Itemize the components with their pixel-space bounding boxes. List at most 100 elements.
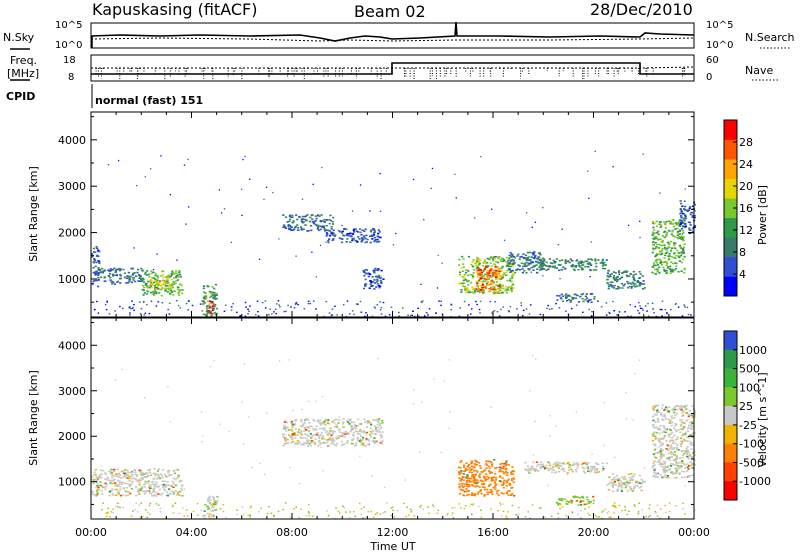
velocity-echo-cell xyxy=(367,421,370,423)
velocity-echo-cell xyxy=(120,477,123,479)
velocity-echo-cell xyxy=(164,483,167,486)
power-echo-cell xyxy=(676,230,679,233)
power-ground-cell xyxy=(637,309,639,312)
power-echo-cell xyxy=(462,266,465,268)
power-echo-cell xyxy=(656,231,659,234)
velocity-echo-cell xyxy=(458,493,462,495)
power-echo-cell xyxy=(652,232,655,235)
power-echo-cell xyxy=(471,288,474,290)
power-echo-cell xyxy=(577,268,580,271)
power-echo-cell xyxy=(621,287,624,289)
power-echo-cell xyxy=(343,228,346,230)
velocity-echo-cell xyxy=(658,461,661,463)
power-echo-cell xyxy=(171,271,174,273)
velocity-echo-cell xyxy=(635,480,638,482)
velocity-echo-cell xyxy=(570,465,573,467)
power-noise-cell xyxy=(133,247,135,249)
power-echo-cell xyxy=(472,277,475,279)
velocity-echo-cell xyxy=(661,463,664,465)
power-echo-cell xyxy=(543,258,546,261)
power-echo-cell xyxy=(578,261,581,263)
velocity-ground-cell xyxy=(107,512,109,514)
velocity-echo-cell xyxy=(584,462,587,464)
power-echo-cell xyxy=(580,267,584,269)
power-ground-cell xyxy=(114,310,116,312)
velocity-echo-cell xyxy=(662,425,665,427)
power-echo-cell xyxy=(663,221,666,223)
velocity-echo-cell xyxy=(660,454,663,456)
velocity-echo-cell xyxy=(148,468,151,471)
power-ground-cell xyxy=(307,300,310,302)
velocity-echo-cell xyxy=(379,423,382,425)
velocity-ground-cell xyxy=(506,517,508,519)
velocity-echo-cell xyxy=(680,405,683,407)
velocity-echo-cell xyxy=(335,436,338,439)
power-echo-cell xyxy=(318,215,321,217)
velocity-echo-cell xyxy=(502,486,505,489)
power-echo-cell xyxy=(171,286,174,289)
power-echo-cell xyxy=(306,214,309,216)
velocity-echo-cell xyxy=(325,431,328,434)
velocity-noise-cell xyxy=(575,411,577,413)
power-echo-cell xyxy=(575,259,579,261)
velocity-echo-cell xyxy=(642,481,645,483)
power-echo-cell xyxy=(471,286,474,288)
velocity-echo-cell xyxy=(136,480,140,483)
power-echo-cell xyxy=(548,265,552,267)
power-echo-cell xyxy=(373,240,376,243)
power-echo-cell xyxy=(477,289,480,291)
power-noise-cell xyxy=(180,276,182,278)
velocity-echo-cell xyxy=(108,479,111,482)
velocity-noise-cell xyxy=(404,479,406,481)
power-echo-cell xyxy=(376,241,379,243)
power-echo-cell xyxy=(667,229,671,232)
velocity-echo-cell xyxy=(299,431,302,434)
power-echo-cell xyxy=(543,268,546,270)
velocity-echo-cell xyxy=(528,467,531,470)
power-echo-cell xyxy=(379,276,383,279)
velocity-ground-cell xyxy=(446,512,449,515)
power-echo-cell xyxy=(370,285,373,287)
beam-label: Beam 02 xyxy=(354,2,426,21)
velocity-echo-cell xyxy=(571,470,574,473)
power-echo-cell xyxy=(652,241,655,243)
velocity-echo-cell xyxy=(668,436,671,438)
velocity-echo-cell xyxy=(680,450,684,453)
power-echo-cell xyxy=(576,294,579,297)
velocity-echo-cell xyxy=(321,436,324,439)
power-echo-cell xyxy=(493,273,496,276)
velocity-echo-cell xyxy=(285,421,289,424)
velocity-echo-cell xyxy=(141,486,144,488)
velocity-echo-cell xyxy=(286,442,289,445)
power-noise-cell xyxy=(559,278,561,280)
velocity-ground-cell xyxy=(649,515,651,517)
velocity-echo-cell xyxy=(675,448,678,451)
power-echo-cell xyxy=(208,296,211,299)
velocity-ground-cell xyxy=(637,511,640,513)
velocity-echo-cell xyxy=(283,425,286,427)
power-echo-cell xyxy=(686,210,689,213)
velocity-echo-cell xyxy=(206,512,209,515)
power-echo-cell xyxy=(113,283,116,285)
power-echo-cell xyxy=(211,306,214,309)
velocity-noise-cell xyxy=(639,359,641,361)
velocity-echo-cell xyxy=(690,464,693,466)
velocity-echo-cell xyxy=(376,426,379,428)
power-echo-cell xyxy=(670,233,673,236)
velocity-echo-cell xyxy=(311,441,314,443)
velocity-echo-cell xyxy=(108,490,112,493)
power-echo-cell xyxy=(533,257,536,259)
power-echo-cell xyxy=(526,251,530,254)
power-ground-cell xyxy=(410,314,412,317)
power-echo-cell xyxy=(161,279,164,282)
velocity-echo-cell xyxy=(620,490,624,492)
velocity-echo-cell xyxy=(313,434,317,436)
power-echo-cell xyxy=(102,270,105,272)
power-echo-cell xyxy=(553,261,556,264)
power-ground-cell xyxy=(566,300,568,302)
velocity-echo-cell xyxy=(174,490,177,492)
power-echo-cell xyxy=(680,261,684,264)
power-echo-cell xyxy=(92,280,95,283)
power-echo-cell xyxy=(202,285,206,287)
velocity-echo-cell xyxy=(100,489,103,492)
